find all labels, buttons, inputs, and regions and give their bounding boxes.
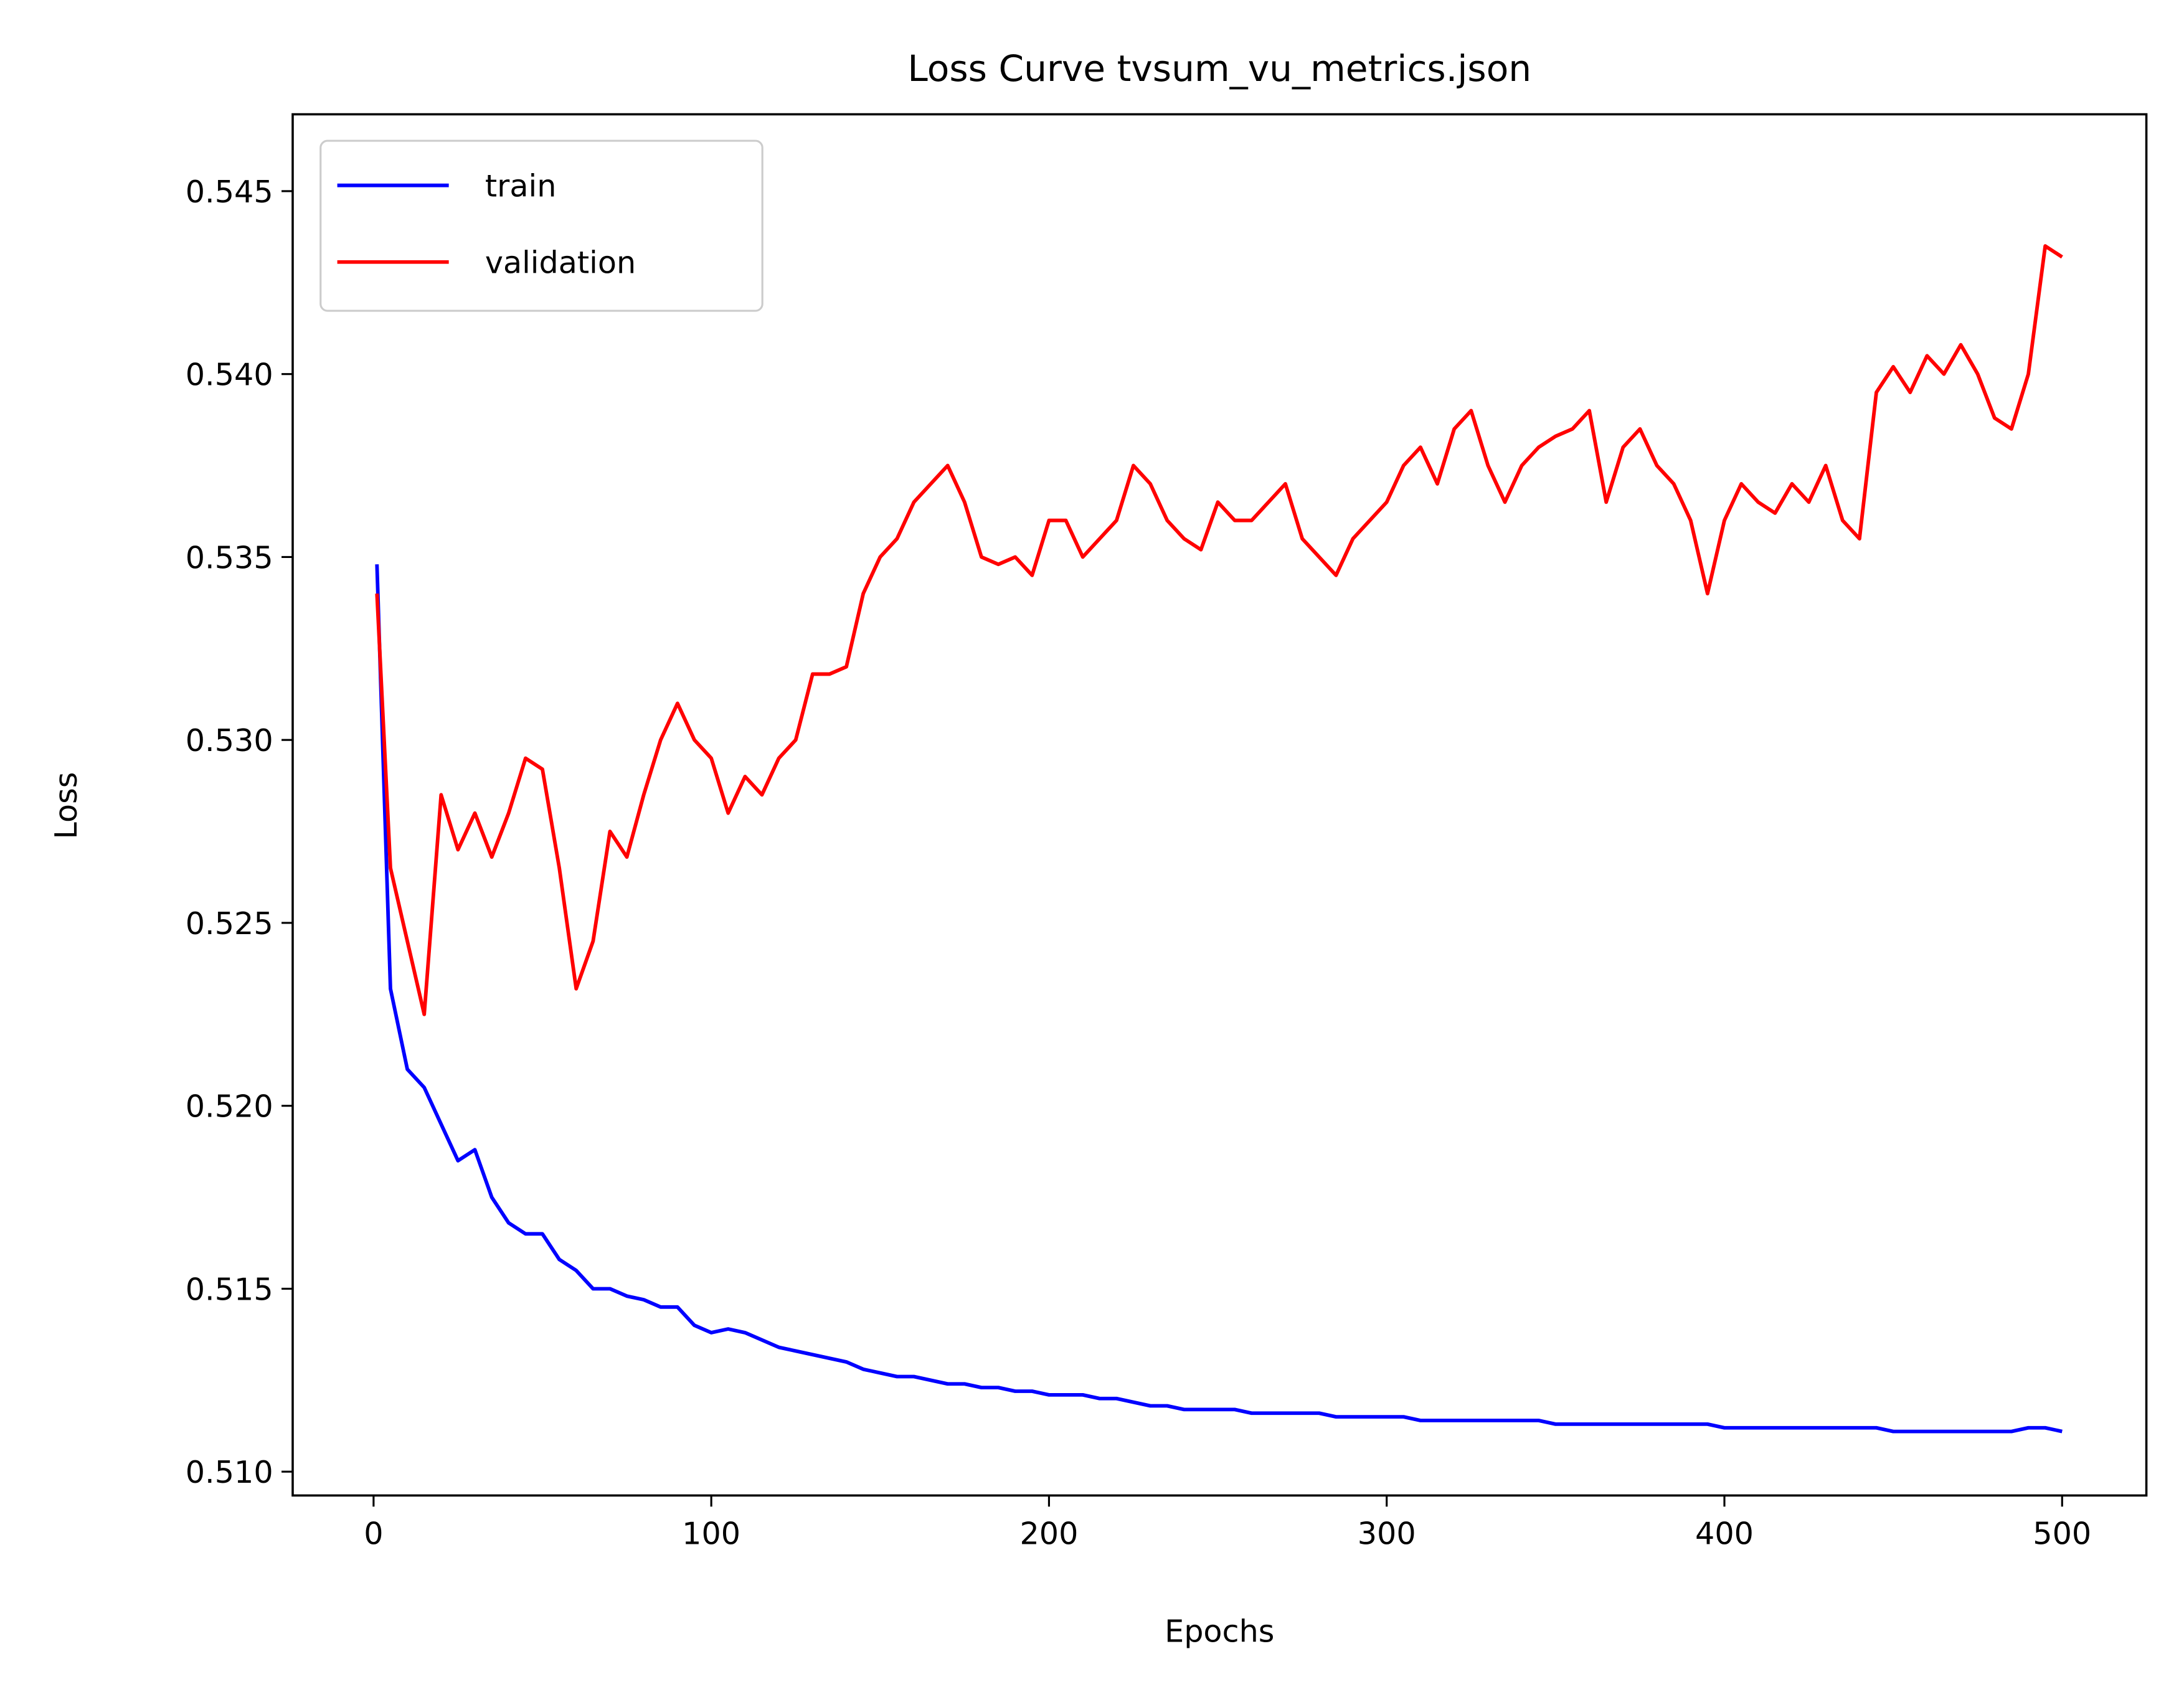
x-tick-label: 300 — [1358, 1516, 1416, 1552]
x-tick-label: 100 — [682, 1516, 740, 1552]
y-tick-label: 0.530 — [186, 722, 273, 759]
x-tick-label: 0 — [364, 1516, 383, 1552]
y-tick-label: 0.535 — [186, 539, 273, 575]
y-axis-label: Loss — [48, 772, 84, 839]
y-tick-label: 0.510 — [186, 1454, 273, 1490]
x-tick-label: 200 — [1019, 1516, 1078, 1552]
legend-label: validation — [485, 245, 636, 281]
y-tick-label: 0.545 — [186, 174, 273, 210]
x-axis-label: Epochs — [1165, 1613, 1274, 1649]
chart-title: Loss Curve tvsum_vu_metrics.json — [907, 47, 1531, 90]
plot-area — [375, 244, 2063, 1434]
legend-label: train — [485, 168, 557, 204]
data-line — [375, 244, 2063, 1016]
y-tick-label: 0.520 — [186, 1089, 273, 1125]
y-tick-label: 0.525 — [186, 905, 273, 942]
y-tick-label: 0.515 — [186, 1271, 273, 1307]
y-tick-label: 0.540 — [186, 357, 273, 393]
legend-box — [319, 139, 763, 312]
data-line — [375, 564, 2063, 1434]
axes-frame — [291, 113, 2148, 1497]
x-tick-label: 400 — [1695, 1516, 1754, 1552]
x-tick-label: 500 — [2033, 1516, 2091, 1552]
